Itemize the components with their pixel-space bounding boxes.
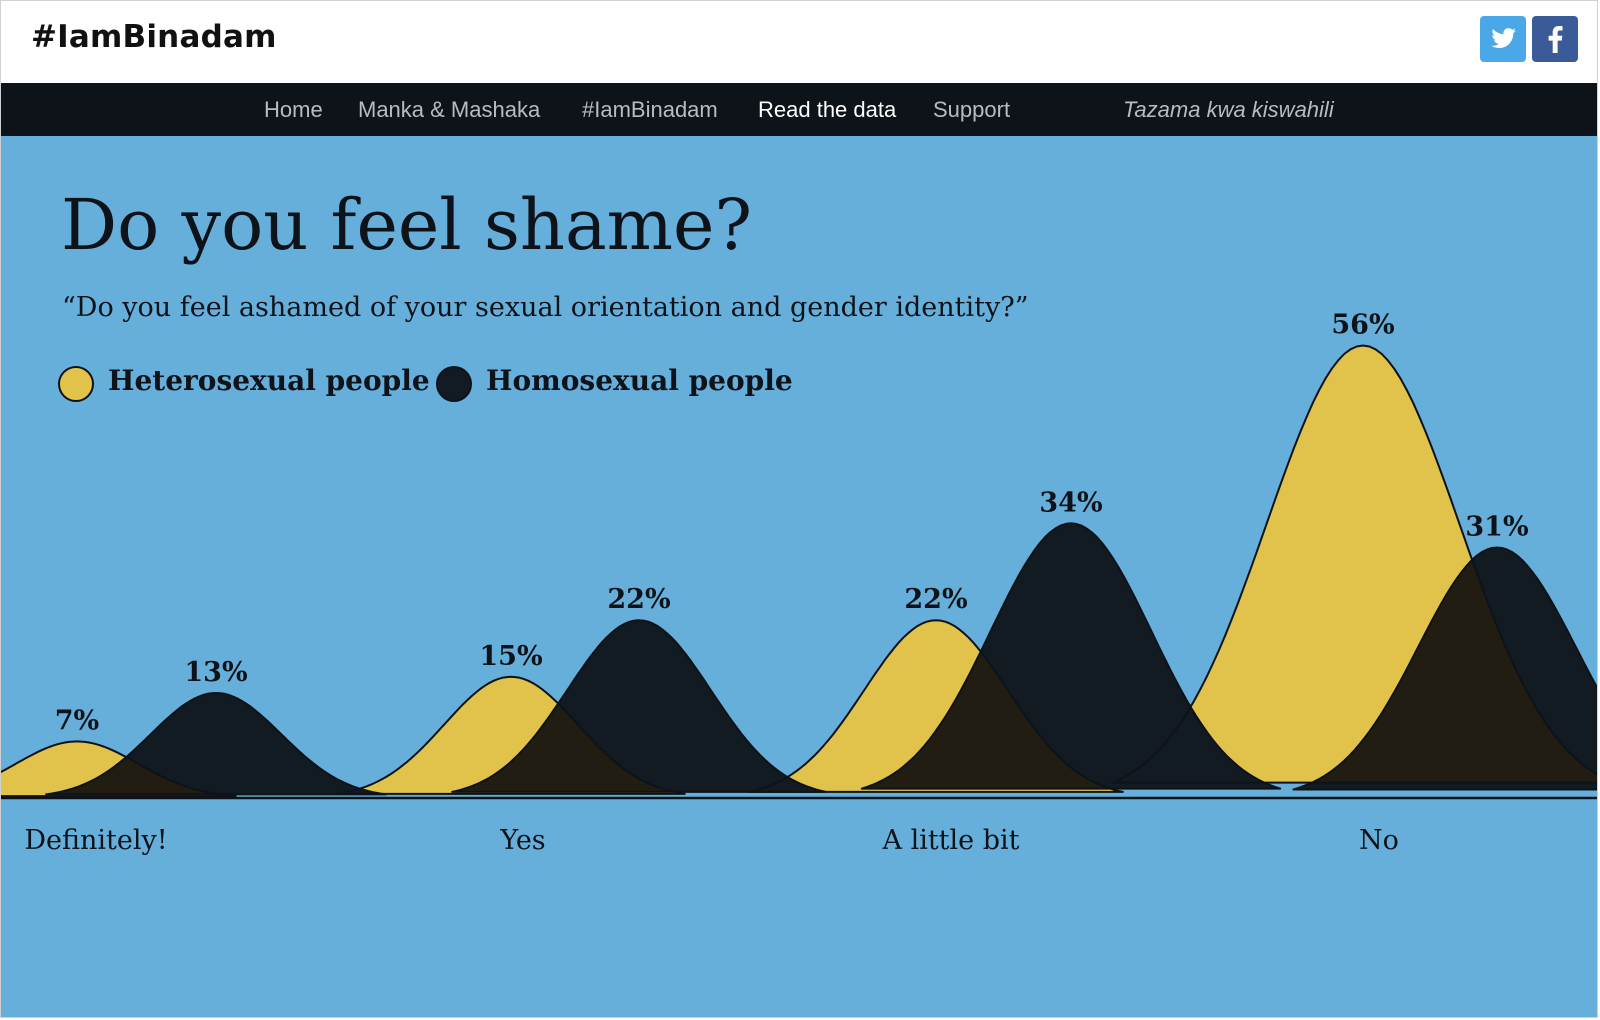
value-labels: 7% 15% 22% 56% 13% 22% 34% 31%: [55, 310, 1529, 737]
nav-item-home[interactable]: Home: [264, 97, 323, 122]
category-label-3: A little bit: [881, 825, 1019, 856]
heterosexual-peak-outline-1: [1, 740, 237, 798]
heterosexual-value-label-4: 56%: [1331, 310, 1394, 341]
homosexual-value-label-1: 13%: [184, 657, 247, 688]
heterosexual-peak-outline-4: [1111, 344, 1597, 784]
heterosexual-peak-outline-3: [748, 619, 1124, 793]
homosexual-peak-outline-2: [451, 619, 827, 793]
heterosexual-value-label-2: 15%: [479, 641, 542, 672]
heterosexual-value-label-3: 22%: [904, 584, 967, 615]
legend-label-heterosexual: Heterosexual people: [108, 364, 430, 397]
homosexual-value-label-3: 34%: [1039, 487, 1102, 518]
main-nav: Home Manka & Mashaka #IamBinadam Read th…: [1, 83, 1597, 136]
shame-distribution-chart: 7% 15% 22% 56% 13% 22% 34% 31% Definitely! Yes A …: [1, 310, 1597, 856]
category-label-1: Definitely!: [24, 825, 167, 856]
category-label-4: No: [1359, 825, 1399, 856]
site-header: #IamBinadam: [1, 1, 1597, 83]
nav-item-read-the-data[interactable]: Read the data: [758, 97, 897, 122]
nav-item-manka-mashaka[interactable]: Manka & Mashaka: [358, 97, 541, 122]
language-switch-link[interactable]: Tazama kwa kiswahili: [1123, 97, 1334, 122]
twitter-share-button[interactable]: [1480, 16, 1526, 62]
homosexual-peak-outline-4: [1292, 546, 1597, 791]
nav-item-iambinadam[interactable]: #IamBinadam: [582, 97, 718, 122]
homosexual-peak-outline-3: [860, 522, 1282, 790]
facebook-icon: [1548, 26, 1563, 53]
homosexual-peak-outline-1: [45, 692, 387, 796]
series-outlines: [1, 344, 1597, 798]
category-labels: Definitely! Yes A little bit No: [24, 825, 1399, 856]
facebook-share-button[interactable]: [1532, 16, 1578, 62]
site-logo[interactable]: #IamBinadam: [31, 19, 277, 55]
legend-swatch-homosexual: [436, 366, 472, 402]
nav-item-support[interactable]: Support: [933, 97, 1011, 122]
legend-swatch-heterosexual: [58, 366, 94, 402]
legend-label-homosexual: Homosexual people: [486, 364, 793, 397]
category-label-2: Yes: [499, 825, 545, 856]
homosexual-value-label-4: 31%: [1465, 512, 1528, 543]
homosexual-value-label-2: 22%: [607, 584, 670, 615]
twitter-icon: [1491, 28, 1516, 49]
question-subtitle: “Do you feel ashamed of your sexual orie…: [62, 292, 1029, 323]
heterosexual-value-label-1: 7%: [55, 705, 99, 736]
page-title: Do you feel shame?: [61, 184, 753, 266]
heterosexual-peak-outline-2: [336, 675, 686, 795]
